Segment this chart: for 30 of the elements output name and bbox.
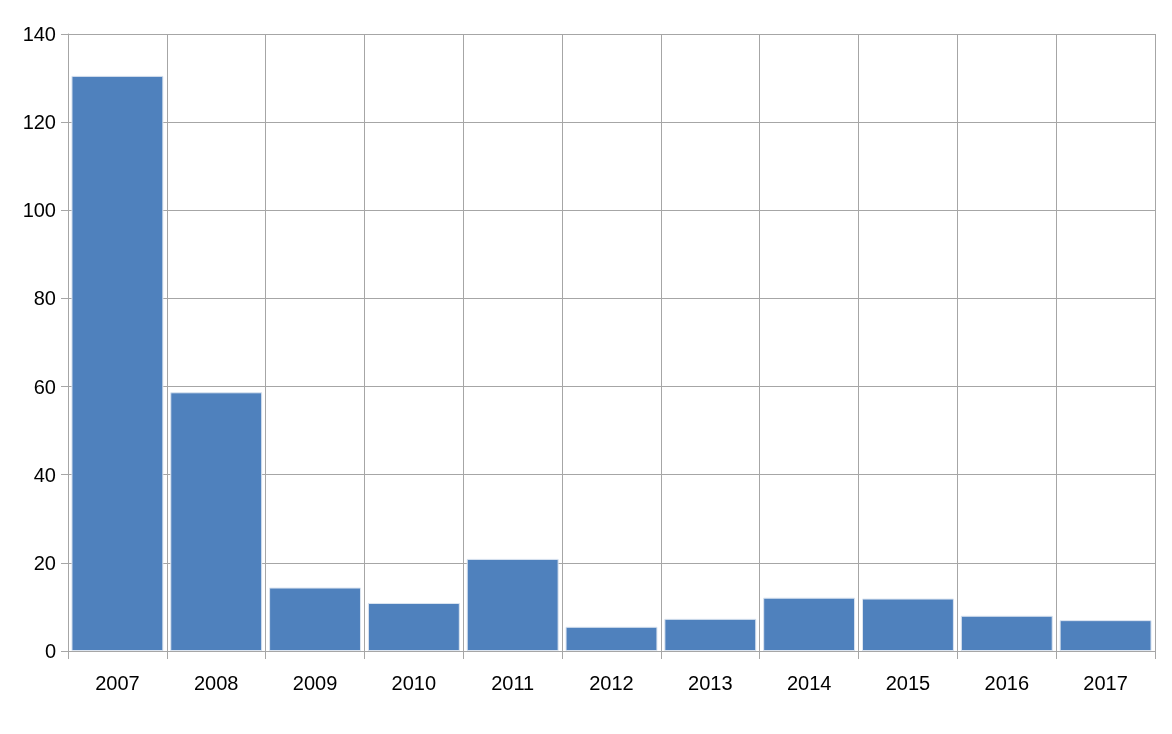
y-tick-label: 100 <box>22 199 56 222</box>
bar <box>664 618 757 651</box>
x-tick-label: 2011 <box>491 672 535 694</box>
x-tick-label: 2014 <box>786 672 832 694</box>
x-tick-label: 2008 <box>193 672 239 694</box>
bar <box>763 597 856 651</box>
x-tick-label: 2015 <box>885 672 931 694</box>
y-tick-label: 40 <box>33 463 56 486</box>
x-tick-label: 2013 <box>688 672 733 694</box>
x-tick-label: 2012 <box>589 672 634 694</box>
x-tick-label: 2009 <box>292 672 338 694</box>
x-tick-label: 2007 <box>95 672 140 694</box>
y-tick-label: 20 <box>33 551 56 574</box>
bar <box>466 558 559 651</box>
bar <box>1059 620 1152 651</box>
bar <box>269 587 361 651</box>
bar <box>565 626 658 651</box>
x-tick-label: 2017 <box>1083 672 1128 694</box>
bar <box>71 75 164 651</box>
x-tick-label: 2010 <box>391 672 437 694</box>
bar <box>170 392 263 651</box>
y-tick-label: 140 <box>22 23 56 45</box>
y-tick-label: 120 <box>22 111 56 134</box>
y-tick-label: 60 <box>33 375 56 398</box>
bar <box>960 615 1053 651</box>
bar <box>862 598 954 651</box>
bar <box>367 602 460 651</box>
y-tick-label: 0 <box>44 640 56 662</box>
x-tick-label: 2016 <box>984 672 1030 694</box>
y-tick-label: 80 <box>33 287 56 310</box>
